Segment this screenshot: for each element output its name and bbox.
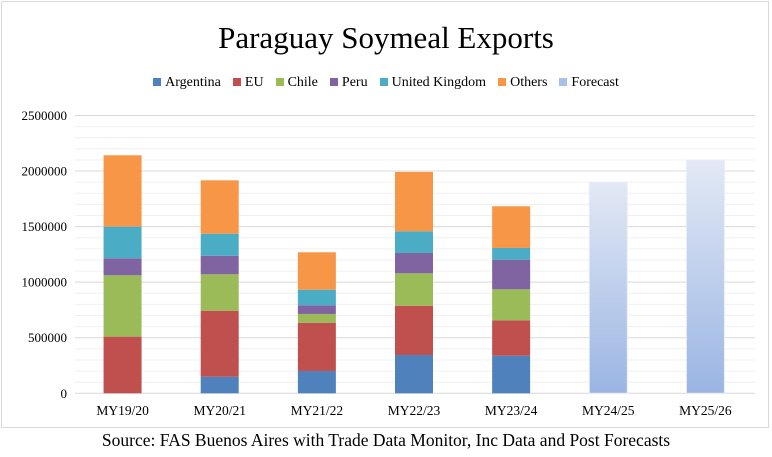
bar-chile [492, 289, 531, 321]
y-tick-label: 1500000 [22, 219, 68, 234]
legend-item: Others [498, 75, 547, 91]
y-tick-label: 2500000 [22, 108, 68, 123]
bar-eu [200, 310, 239, 377]
bar-forecast [588, 181, 628, 394]
bar-chile [200, 274, 239, 311]
bar-peru [492, 259, 531, 290]
chart-frame [1, 1, 769, 428]
bar-others [200, 180, 239, 234]
bar-united-kingdom [103, 226, 142, 259]
legend-swatch [153, 78, 162, 86]
legend-label: Chile [287, 75, 318, 90]
plot-area: 0 500000 1000000 1500000 2000000 2500000 MY19/… [22, 108, 755, 418]
legend-item: Forecast [559, 75, 619, 91]
legend-label: EU [244, 75, 264, 90]
legend-label: United Kingdom [391, 75, 487, 90]
bar-argentina [200, 376, 239, 394]
bar-peru [395, 252, 433, 274]
bar-forecast [685, 159, 725, 394]
legend-item: Chile [275, 75, 318, 91]
bar-eu [103, 336, 142, 394]
bar-peru [297, 305, 336, 314]
legend-item: Argentina [153, 75, 221, 91]
legend-swatch [379, 78, 388, 86]
x-tick-label: MY23/24 [485, 403, 538, 418]
bar-chile [395, 273, 433, 306]
bar-united-kingdom [395, 231, 433, 253]
source-note: Source: FAS Buenos Aires with Trade Data… [101, 430, 671, 450]
y-tick-label: 500000 [28, 330, 67, 345]
legend-item: United Kingdom [379, 75, 487, 91]
bar-others [103, 155, 142, 227]
x-tick-label: MY25/26 [679, 403, 732, 418]
bar-others [297, 252, 336, 290]
legend-swatch [559, 78, 568, 86]
bar-others [492, 206, 531, 248]
legend-swatch [329, 78, 338, 86]
x-tick-label: MY22/23 [388, 403, 441, 418]
legend-label: Others [510, 75, 548, 90]
legend-swatch [232, 78, 241, 86]
x-tick-label: MY24/25 [582, 403, 635, 418]
legend-label: Forecast [571, 75, 619, 90]
bar-chile [297, 313, 336, 323]
bar-eu [395, 305, 433, 355]
bar-chile [103, 275, 142, 337]
legend-item: Peru [329, 75, 368, 91]
x-tick-label: MY20/21 [193, 403, 246, 418]
bar-others [395, 171, 433, 232]
legend: Argentina EU Chile Peru United Kingdom Others… [0, 75, 772, 91]
legend-label: Argentina [165, 75, 221, 90]
x-tick-label: MY21/22 [291, 403, 344, 418]
bar-argentina [395, 354, 433, 394]
legend-swatch [275, 78, 284, 86]
bar-eu [297, 322, 336, 371]
chart-title: Paraguay Soymeal Exports [218, 20, 554, 55]
bar-argentina [297, 370, 336, 394]
y-tick-label: 2000000 [22, 164, 68, 179]
bar-united-kingdom [297, 289, 336, 306]
bar-eu [492, 320, 531, 356]
bar-peru [103, 258, 142, 276]
x-tick-label: MY19/20 [96, 403, 149, 418]
bar-argentina [492, 355, 531, 394]
legend-item: EU [232, 75, 264, 91]
legend-swatch [498, 78, 507, 86]
bar-united-kingdom [492, 247, 531, 260]
y-tick-label: 0 [61, 386, 68, 401]
y-tick-label: 1000000 [22, 275, 68, 290]
bar-peru [200, 255, 239, 275]
legend-label: Peru [341, 75, 368, 90]
bar-united-kingdom [200, 233, 239, 256]
